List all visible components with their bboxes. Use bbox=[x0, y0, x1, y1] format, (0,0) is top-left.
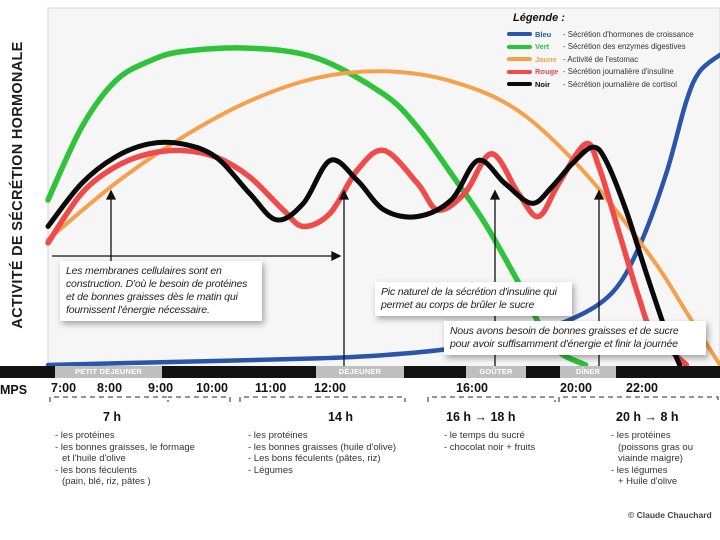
food-item: - les bonnes graisses (huile d'olive) bbox=[248, 441, 397, 453]
food-item: - les protéines bbox=[55, 430, 115, 441]
legend-title: Légende : bbox=[513, 12, 565, 24]
food-item: - les protéines bbox=[611, 430, 671, 441]
period-brackets bbox=[49, 396, 719, 402]
food-item: - le temps du sucré bbox=[444, 430, 525, 441]
legend-swatch-rouge bbox=[507, 69, 532, 74]
food-item: + Huile d'olive bbox=[618, 476, 678, 487]
foods-list-16-18h: - le temps du sucré - chocolat noir + fr… bbox=[444, 430, 564, 453]
arrowhead-membranes-vertical bbox=[105, 189, 117, 200]
food-item: - les protéines bbox=[248, 430, 308, 441]
legend-desc-vert: - Sécrétion des enzymes digestives bbox=[563, 42, 686, 52]
bracket-14h bbox=[239, 396, 406, 402]
legend-color-jaune: Jaune bbox=[535, 54, 557, 64]
period-label-16-18h: 16 h → 18 h bbox=[446, 410, 516, 424]
legend-desc-noir: - Sécrétion journalière de cortisol bbox=[563, 79, 677, 89]
series-line-rouge bbox=[45, 140, 690, 368]
food-item: - les bons féculents bbox=[55, 464, 137, 476]
legend-swatch-noir bbox=[507, 82, 532, 87]
legend-swatch-vert bbox=[507, 44, 532, 49]
legend-swatch-jaune bbox=[507, 57, 532, 62]
meal-diner: DÎNER bbox=[560, 366, 616, 378]
food-item: - chocolat noir + fruits bbox=[444, 441, 536, 453]
time-label-22: 22:00 bbox=[626, 381, 658, 395]
foods-list-14h: - les protéines - les bonnes graisses (h… bbox=[248, 430, 443, 476]
legend-desc-bleu: - Sécrétion d'hormones de croissance bbox=[563, 29, 694, 39]
callout-insuline: Pic naturel de la sécrétion d'insuline q… bbox=[375, 282, 572, 316]
food-item: viainde maigre) bbox=[618, 453, 683, 464]
time-label-20: 20:00 bbox=[560, 381, 592, 395]
food-item: - les légumes bbox=[611, 464, 668, 476]
time-label-11: 11:00 bbox=[255, 381, 287, 395]
meal-dejeuner: DÉJEUNER bbox=[316, 366, 404, 378]
arrowhead-gouter bbox=[489, 189, 501, 200]
arrowhead-diner bbox=[593, 189, 605, 200]
food-item: (pain, blé, riz, pâtes ) bbox=[62, 476, 151, 487]
period-label-7h: 7 h bbox=[103, 410, 122, 424]
time-label-16: 16:00 bbox=[456, 381, 488, 395]
bracket-7h-right bbox=[168, 396, 231, 402]
x-axis-label: MPS bbox=[0, 383, 28, 397]
bracket-16-18h bbox=[427, 396, 556, 402]
food-item: (poissons gras ou bbox=[618, 441, 693, 453]
series-line-jaune bbox=[46, 69, 720, 367]
callout-graisses: Nous avons besoin de bonnes graisses et … bbox=[444, 321, 706, 355]
time-label-8: 8:00 bbox=[97, 381, 123, 395]
bracket-20-8h bbox=[558, 396, 719, 402]
legend-desc-jaune: - Activité de l'estomac bbox=[563, 54, 639, 64]
legend-color-noir: Noir bbox=[535, 79, 550, 89]
legend-color-rouge: Rouge bbox=[535, 67, 559, 77]
legend: Légende : Bleu - Sécrétion d'hormones de… bbox=[507, 12, 719, 91]
meal-petit-dejeuner: PETIT DÉJEUNER bbox=[55, 366, 162, 378]
time-label-12: 12:00 bbox=[314, 381, 346, 395]
food-item: - Les bons féculents (pâtes, riz) bbox=[248, 453, 381, 464]
meal-gouter: GOÛTER bbox=[466, 366, 526, 378]
time-label-10: 10:00 bbox=[196, 381, 228, 395]
legend-desc-rouge: - Sécrétion journalière d'insuline bbox=[563, 67, 674, 77]
period-label-14h: 14 h bbox=[328, 410, 354, 424]
food-item: - Légumes bbox=[248, 464, 293, 476]
foods-list-7h: - les protéines - les bonnes graisses, l… bbox=[55, 430, 235, 488]
callout-membranes: Les membranes cellulaires sont en constr… bbox=[60, 261, 262, 321]
arrowhead-membranes-horizontal bbox=[331, 250, 342, 262]
food-item: - les bonnes graisses, le formage bbox=[55, 441, 195, 453]
foods-list-20-8h: - les protéines (poissons gras ou viaind… bbox=[611, 430, 719, 488]
legend-item-rouge: Rouge - Sécrétion journalière d'insuline bbox=[507, 66, 719, 79]
legend-color-vert: Vert bbox=[535, 42, 550, 52]
legend-item-bleu: Bleu - Sécrétion d'hormones de croissanc… bbox=[507, 28, 719, 41]
bracket-7h bbox=[49, 396, 169, 402]
legend-item-noir: Noir - Sécrétion journalière de cortisol bbox=[507, 78, 719, 91]
credit: © Claude Chauchard bbox=[628, 510, 712, 520]
arrowhead-dejeuner bbox=[338, 189, 350, 200]
legend-color-bleu: Bleu bbox=[535, 29, 552, 39]
time-label-9: 9:00 bbox=[148, 381, 174, 395]
time-label-7: 7:00 bbox=[51, 381, 77, 395]
series-line-noir bbox=[45, 139, 683, 368]
period-label-20-8h: 20 h → 8 h bbox=[616, 410, 679, 424]
legend-item-vert: Vert - Sécrétion des enzymes digestives bbox=[507, 41, 719, 54]
legend-item-jaune: Jaune - Activité de l'estomac bbox=[507, 53, 719, 66]
food-item: et l'huile d'olive bbox=[62, 453, 126, 464]
legend-swatch-bleu bbox=[507, 32, 532, 37]
